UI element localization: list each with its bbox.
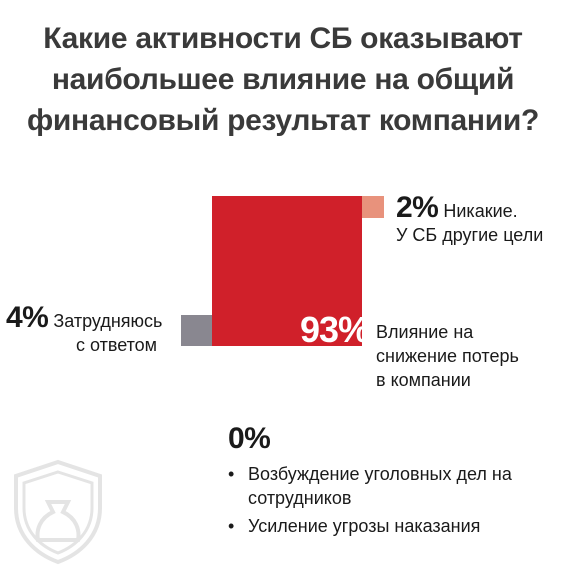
bullet-icon: • xyxy=(228,516,235,536)
label-none-line-2: У СБ другие цели xyxy=(396,225,544,245)
chart-title: Какие активности СБ оказывают наибольшее… xyxy=(20,18,546,141)
list-item: • Возбуждение уголовных дел на сотрудник… xyxy=(228,462,558,510)
zero-item-2: Усиление угрозы наказания xyxy=(248,516,481,536)
square-mark-2 xyxy=(362,196,384,218)
title-line-3: финансовый результат компании? xyxy=(26,104,540,137)
label-main: Влияние на снижение потерь в компании xyxy=(376,320,566,392)
label-none: 2% Никакие. У СБ другие цели xyxy=(396,193,566,247)
zero-item-1: Возбуждение уголовных дел на сотрудников xyxy=(248,464,512,508)
title-line-1: Какие активности СБ оказывают xyxy=(43,22,523,55)
data-label-93: 93% xyxy=(300,309,370,350)
label-hard-line-2: с ответом xyxy=(76,335,158,355)
square-mark-4 xyxy=(181,315,212,346)
label-main-line-2: снижение потерь xyxy=(376,346,519,366)
bullet-icon: • xyxy=(228,464,235,484)
label-none-line-1: Никакие. xyxy=(443,201,518,221)
zero-items-list: • Возбуждение уголовных дел на сотрудник… xyxy=(228,462,558,538)
square-mark-93 xyxy=(212,196,362,346)
label-hard: 4% Затрудняюсь с ответом xyxy=(6,303,181,357)
list-item: • Усиление угрозы наказания xyxy=(228,514,558,538)
data-label-2: 2% xyxy=(396,191,439,224)
label-zero: 0% • Возбуждение уголовных дел на сотруд… xyxy=(228,422,558,542)
label-main-line-3: в компании xyxy=(376,370,471,390)
label-hard-line-1: Затрудняюсь xyxy=(53,311,163,331)
data-label-4: 4% xyxy=(6,301,49,334)
shield-money-bag-icon xyxy=(14,459,102,565)
data-label-0: 0% xyxy=(228,422,271,455)
title-line-2: наибольшее влияние на общий xyxy=(51,63,515,96)
label-main-line-1: Влияние на xyxy=(376,322,474,342)
